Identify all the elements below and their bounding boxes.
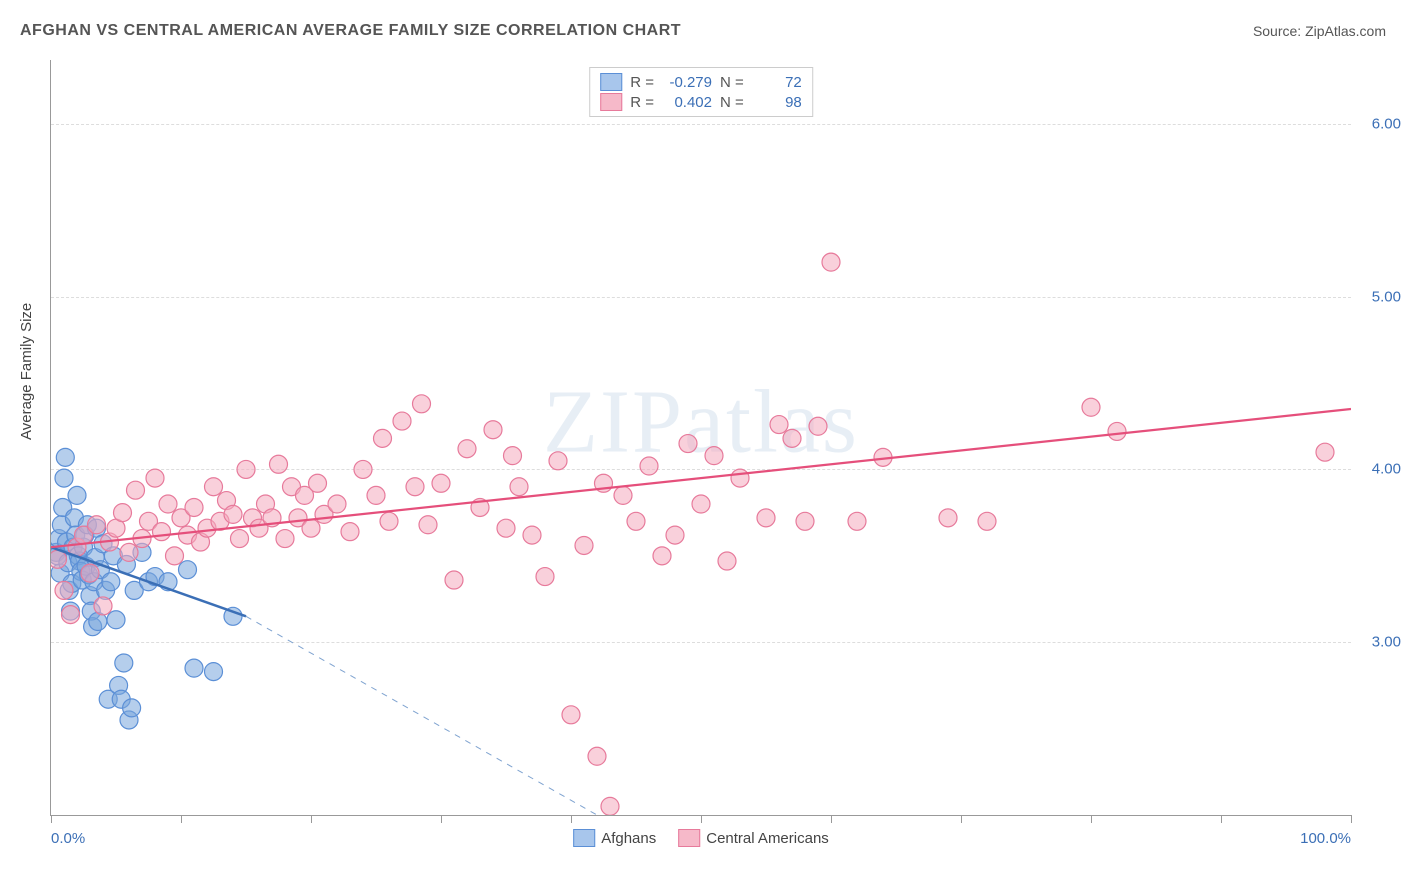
chart-title: AFGHAN VS CENTRAL AMERICAN AVERAGE FAMIL… — [20, 22, 681, 40]
legend-item-central-americans: Central Americans — [678, 829, 829, 847]
x-tick-label: 100.0% — [1300, 830, 1351, 847]
swatch-central-americans — [678, 829, 700, 847]
legend-item-afghans: Afghans — [573, 829, 656, 847]
y-tick-label: 5.00 — [1356, 288, 1401, 305]
swatch-afghans — [600, 73, 622, 91]
chart-source: Source: ZipAtlas.com — [1253, 23, 1386, 39]
chart-svg — [51, 60, 1351, 815]
stats-legend-row: R = 0.402 N = 98 — [600, 92, 802, 112]
chart-header: AFGHAN VS CENTRAL AMERICAN AVERAGE FAMIL… — [20, 22, 1386, 40]
x-tick-label: 0.0% — [51, 830, 85, 847]
plot-area: ZIPatlas R = -0.279 N = 72 R = 0.402 N =… — [50, 60, 1351, 816]
bottom-legend: Afghans Central Americans — [573, 829, 829, 847]
y-axis-title: Average Family Size — [18, 303, 35, 440]
y-tick-label: 6.00 — [1356, 115, 1401, 132]
swatch-afghans — [573, 829, 595, 847]
y-tick-label: 4.00 — [1356, 461, 1401, 478]
swatch-central-americans — [600, 93, 622, 111]
stats-legend-row: R = -0.279 N = 72 — [600, 72, 802, 92]
stats-legend: R = -0.279 N = 72 R = 0.402 N = 98 — [589, 67, 813, 117]
y-tick-label: 3.00 — [1356, 634, 1401, 651]
